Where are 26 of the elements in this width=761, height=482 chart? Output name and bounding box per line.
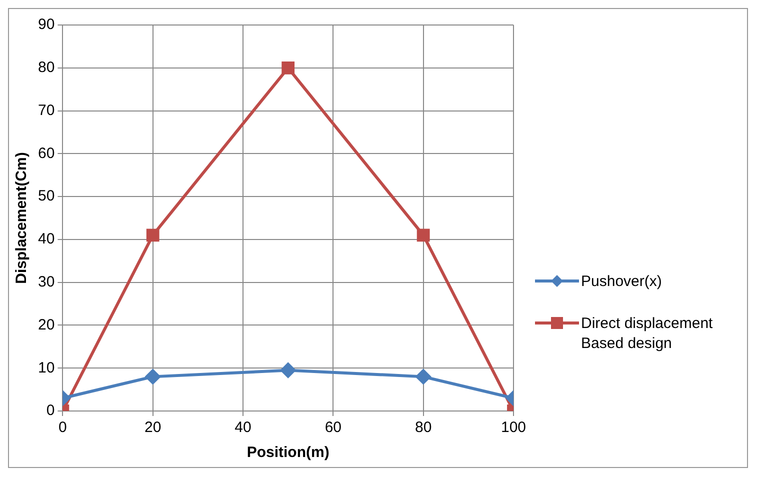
legend-label: Pushover(x) <box>581 272 663 292</box>
x-tick-label: 20 <box>144 418 162 436</box>
y-tick-label: 20 <box>38 316 55 333</box>
legend-label: Direct displacement Based design <box>581 314 714 354</box>
point <box>146 228 160 242</box>
x-tick-label: 60 <box>324 418 342 436</box>
point <box>145 368 160 384</box>
point <box>416 228 430 242</box>
x-axis-title: Position(m) <box>246 444 330 461</box>
y-tick-label: 30 <box>38 272 55 290</box>
x-tick-label: 100 <box>500 418 526 436</box>
y-axis-title: Displacement(Cm) <box>13 152 30 284</box>
point <box>416 368 431 384</box>
y-tick-label: 50 <box>38 187 55 204</box>
y-tick-label: 70 <box>38 101 55 118</box>
x-tick-label: 80 <box>414 418 432 436</box>
y-tick-label: 90 <box>38 16 55 33</box>
y-tick-label: 10 <box>38 358 55 376</box>
y-tick-label: 40 <box>38 230 55 248</box>
x-tick-label: 40 <box>234 418 252 436</box>
y-tick-label: 80 <box>38 58 55 76</box>
point <box>280 362 296 378</box>
x-tick-label: 0 <box>58 418 67 436</box>
point <box>282 60 295 74</box>
y-tick-label: 60 <box>38 144 55 162</box>
y-tick-label: 0 <box>46 402 55 419</box>
